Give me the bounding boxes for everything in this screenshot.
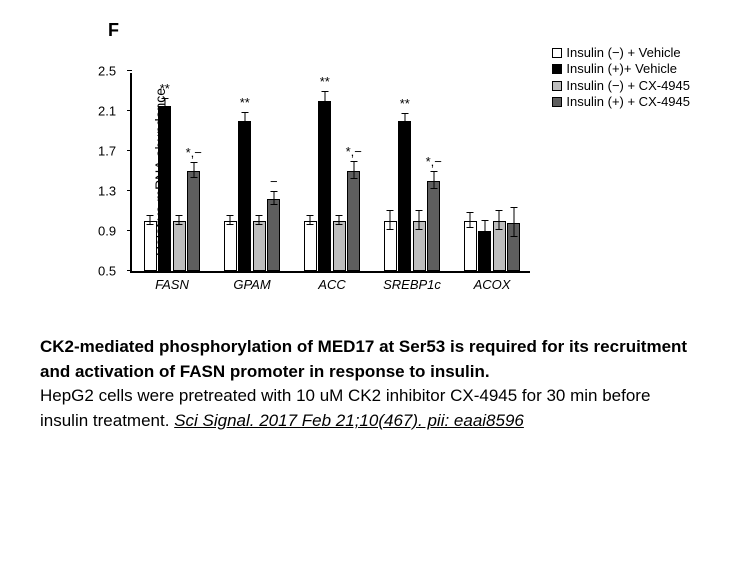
error-bar	[339, 215, 340, 225]
figure-caption: CK2-mediated phosphorylation of MED17 at…	[40, 335, 700, 434]
significance-label: **	[400, 96, 410, 111]
bar	[253, 221, 266, 271]
legend-item: Insulin (−) + Vehicle	[552, 45, 690, 61]
error-bar	[179, 215, 180, 225]
legend-label: Insulin (−) + Vehicle	[566, 45, 680, 61]
y-tick-mark	[127, 110, 132, 111]
error-bar	[353, 161, 354, 179]
y-tick-mark	[127, 230, 132, 231]
y-tick-label: 1.7	[98, 144, 116, 159]
bar	[493, 221, 506, 271]
y-tick-label: 2.1	[98, 104, 116, 119]
error-bar	[230, 215, 231, 225]
error-bar	[470, 212, 471, 228]
bar-group: ***,−FASN	[138, 106, 206, 271]
error-bar	[499, 210, 500, 230]
error-bar	[273, 191, 274, 205]
bar: **	[238, 121, 251, 271]
bar-group: ***,−ACC	[298, 101, 366, 271]
significance-label: **	[320, 74, 330, 89]
legend-item: Insulin (+)+ Vehicle	[552, 61, 690, 77]
y-tick-mark	[127, 150, 132, 151]
bar-group: **−GPAM	[218, 121, 286, 271]
legend-item: Insulin (+) + CX-4945	[552, 94, 690, 110]
significance-label: **	[160, 81, 170, 96]
bar	[333, 221, 346, 271]
bar-group: ACOX	[458, 221, 526, 271]
panel-label: F	[108, 20, 119, 41]
x-tick-label: FASN	[155, 277, 189, 292]
error-bar	[150, 215, 151, 225]
significance-label: *,−	[186, 145, 202, 160]
bar: **	[398, 121, 411, 271]
error-bar	[513, 207, 514, 237]
y-tick-mark	[127, 270, 132, 271]
bar	[304, 221, 317, 271]
bar: *,−	[347, 171, 360, 271]
legend-label: Insulin (+)+ Vehicle	[566, 61, 677, 77]
bar	[413, 221, 426, 271]
error-bar	[164, 98, 165, 112]
error-bar	[484, 220, 485, 240]
bar	[507, 223, 520, 271]
x-tick-label: GPAM	[233, 277, 270, 292]
bar	[224, 221, 237, 271]
bar: *,−	[427, 181, 440, 271]
error-bar	[259, 215, 260, 225]
error-bar	[390, 210, 391, 230]
bar-group: ***,−SREBP1c	[378, 121, 446, 271]
error-bar	[419, 210, 420, 230]
bar: *,−	[187, 171, 200, 271]
legend-label: Insulin (+) + CX-4945	[566, 94, 690, 110]
bar: **	[158, 106, 171, 271]
significance-label: *,−	[426, 154, 442, 169]
chart: Insulin (−) + VehicleInsulin (+)+ Vehicl…	[70, 45, 690, 305]
bar	[144, 221, 157, 271]
y-tick-label: 2.5	[98, 64, 116, 79]
legend-item: Insulin (−) + CX-4945	[552, 78, 690, 94]
error-bar	[324, 91, 325, 109]
y-tick-mark	[127, 70, 132, 71]
bar: −	[267, 199, 280, 271]
error-bar	[404, 113, 405, 127]
error-bar	[193, 162, 194, 178]
bar	[173, 221, 186, 271]
y-tick-label: 0.5	[98, 264, 116, 279]
significance-label: *,−	[346, 144, 362, 159]
x-tick-label: ACC	[318, 277, 345, 292]
bar	[464, 221, 477, 271]
bar	[384, 221, 397, 271]
error-bar	[244, 112, 245, 128]
caption-title: CK2-mediated phosphorylation of MED17 at…	[40, 337, 687, 381]
significance-label: −	[270, 174, 278, 189]
bar: **	[318, 101, 331, 271]
legend-swatch	[552, 48, 562, 58]
y-tick-label: 0.9	[98, 224, 116, 239]
legend-swatch	[552, 81, 562, 91]
plot-area: Relative mRNA abundance 0.50.91.31.72.12…	[130, 73, 530, 273]
x-tick-label: SREBP1c	[383, 277, 441, 292]
legend-swatch	[552, 64, 562, 74]
x-tick-label: ACOX	[474, 277, 511, 292]
bar	[478, 231, 491, 271]
legend-swatch	[552, 97, 562, 107]
legend: Insulin (−) + VehicleInsulin (+)+ Vehicl…	[552, 45, 690, 110]
caption-citation: Sci Signal. 2017 Feb 21;10(467). pii: ea…	[174, 411, 524, 430]
y-tick-label: 1.3	[98, 184, 116, 199]
significance-label: **	[240, 95, 250, 110]
y-tick-mark	[127, 190, 132, 191]
legend-label: Insulin (−) + CX-4945	[566, 78, 690, 94]
error-bar	[433, 171, 434, 189]
error-bar	[310, 215, 311, 225]
